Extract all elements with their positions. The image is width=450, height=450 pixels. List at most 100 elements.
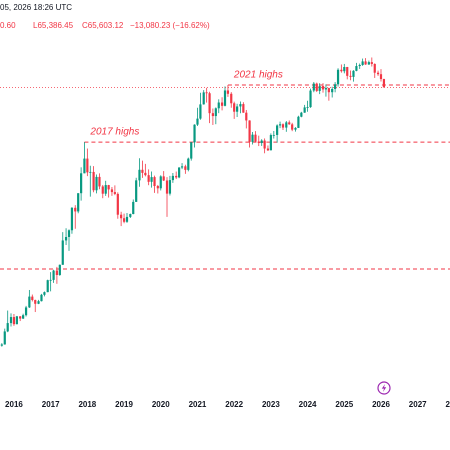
candle-body [276,125,279,135]
candle-body [162,176,165,181]
candle-body [211,113,214,117]
candle-body [306,107,309,108]
candle-body [257,141,260,144]
candle-body [70,207,74,231]
candle-body [107,185,110,190]
candle-body [171,175,174,181]
candle-body [147,175,150,182]
candle-body [343,67,346,72]
candle-body [239,104,242,107]
candle-body [67,230,71,238]
candle-body [223,90,227,106]
candle-body [3,331,6,345]
candle-body [233,103,236,112]
candle-body [98,176,101,187]
x-tick-label: 2018 [78,400,96,409]
candle-body [101,186,104,194]
candle-body [251,134,254,142]
candle-body [37,301,40,304]
x-tick-label: 2028 [446,400,450,409]
candle-body [92,171,95,191]
candle-body [95,176,98,191]
candle-body [52,270,55,280]
candle-body [324,88,328,90]
candle-body [379,74,383,80]
candle-body [150,177,153,182]
candle-body [40,294,43,302]
candle-body [248,120,251,142]
candle-body [135,180,138,202]
candle-body [49,279,52,281]
candle-body [138,169,141,181]
header-value: L65,386.45 [33,21,74,30]
candle-body [34,300,37,304]
alert-icon[interactable] [377,381,391,395]
candle-body [208,93,211,114]
candle-body [64,237,68,241]
candle-body [89,171,92,173]
candle-body [46,280,49,293]
x-tick-label: 2023 [262,400,280,409]
candle-body [315,83,318,91]
candle-body [346,67,349,76]
candle-body [309,90,312,108]
candle-body [153,177,156,187]
candle-body [122,218,126,222]
candle-body [199,104,202,119]
candle-body [336,69,340,85]
candle-body [55,270,58,275]
candle-body [281,124,285,128]
candle-body [190,142,193,159]
level-label: 2017 highs [89,127,139,138]
candle-body [321,86,325,90]
candle-body [168,180,172,194]
x-tick-label: 2019 [115,400,133,409]
candle-body [205,92,208,94]
candle-body [352,70,355,77]
candle-body [367,62,370,65]
x-tick-label: 2027 [409,400,427,409]
candle-body [125,216,129,222]
x-tick-label: 2016 [5,400,23,409]
header-value: 0.60 [0,21,16,30]
candle-body [83,158,86,174]
x-tick-label: 2026 [372,400,390,409]
candle-body [278,124,282,126]
candle-body [19,316,22,319]
candle-body [202,92,205,105]
candle-body [340,69,343,72]
candle-body [272,134,275,136]
header-value: −13,080.23 (−16.62%) [130,21,210,30]
candle-body [294,127,297,130]
x-tick-label: 2017 [42,400,60,409]
candle-body [184,166,187,170]
candle-body [214,108,217,117]
level-label: 2021 highs [233,70,283,81]
candle-body [178,167,181,178]
candle-body [104,185,107,194]
candle-body [12,317,16,325]
candle-body [269,135,272,151]
candle-body [9,317,13,324]
header: 05, 2026 18:26 UTC 0.60 L65,386.45 C65,6… [0,3,210,30]
x-tick-label: 2020 [152,400,170,409]
candle-body [285,122,288,128]
header-date: 05, 2026 18:26 UTC [0,3,72,12]
candle-body [187,158,190,170]
candle-body [31,296,34,301]
candle-body [376,72,380,75]
candle-body [141,169,144,173]
candle-body [61,240,64,265]
candle-body [110,189,114,193]
candle-body [129,214,132,217]
candle-body [355,66,358,71]
candle-body [58,264,61,275]
candle-body [175,175,178,178]
candle-body [217,102,220,109]
candle-body [331,88,334,93]
candle-body [349,75,352,77]
candle-body [300,112,303,117]
candle-body [159,176,162,189]
x-tick-label: 2021 [189,400,207,409]
candle-body [327,88,330,93]
